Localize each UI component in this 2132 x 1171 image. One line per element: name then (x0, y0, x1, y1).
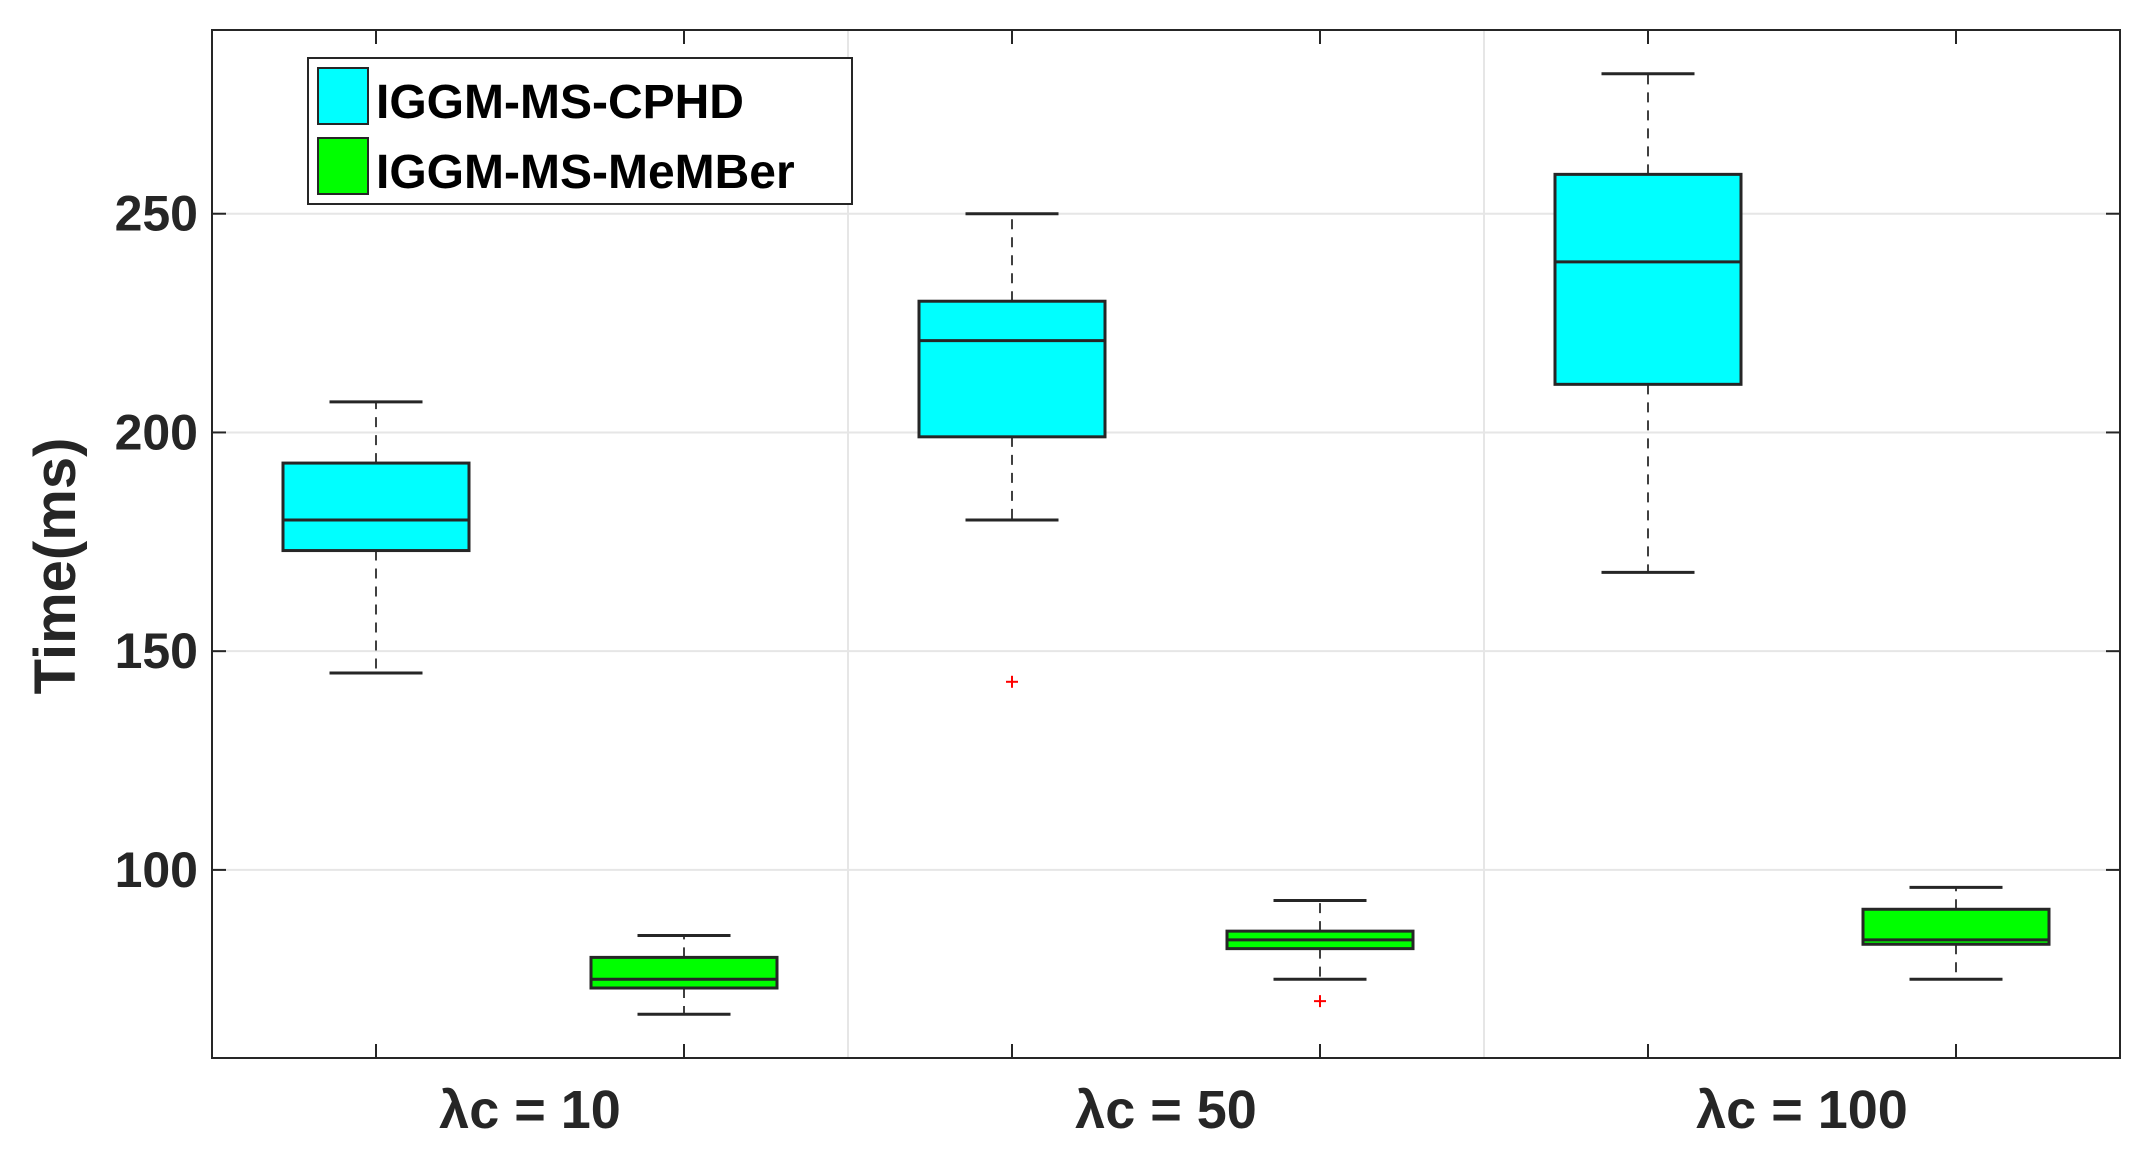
y-tick-label: 100 (115, 842, 198, 898)
grid-lines (212, 30, 2120, 1058)
box-iggm-ms-member-1 (1225, 899, 1415, 1008)
x-tick-label: λc = 50 (1075, 1080, 1257, 1140)
x-tick-label: λc = 100 (1696, 1080, 1908, 1140)
x-axis-ticks: λc = 10 λc = 50 λc = 100 (375, 30, 1957, 1140)
legend-box (307, 57, 853, 205)
x-tick-label: λc = 10 (439, 1080, 621, 1140)
box-iggm-ms-cphd-0 (281, 400, 471, 675)
y-tick-label: 200 (115, 404, 198, 460)
box-series (281, 72, 2051, 1016)
y-axis-label: Time(ms) (23, 438, 88, 695)
legend-swatch-cphd (317, 67, 369, 125)
legend-label-member: IGGM-MS-MeMBer (376, 146, 795, 199)
box-body (917, 299, 1107, 439)
legend: IGGM-MS-CPHD IGGM-MS-MeMBer (307, 57, 853, 205)
box-body (589, 955, 779, 990)
box-iggm-ms-cphd-1 (917, 212, 1107, 688)
box-body (1553, 172, 1743, 386)
y-axis-ticks: 100 150 200 250 (115, 186, 2120, 898)
legend-swatch-member (317, 137, 369, 195)
box-iggm-ms-cphd-2 (1553, 72, 1743, 574)
box-iggm-ms-member-2 (1861, 885, 2051, 981)
legend-label-cphd: IGGM-MS-CPHD (376, 76, 744, 129)
y-tick-label: 250 (115, 186, 198, 242)
y-tick-label: 150 (115, 623, 198, 679)
box-iggm-ms-member-0 (589, 934, 779, 1016)
box-body (281, 461, 471, 553)
plot-border (211, 29, 2121, 1059)
